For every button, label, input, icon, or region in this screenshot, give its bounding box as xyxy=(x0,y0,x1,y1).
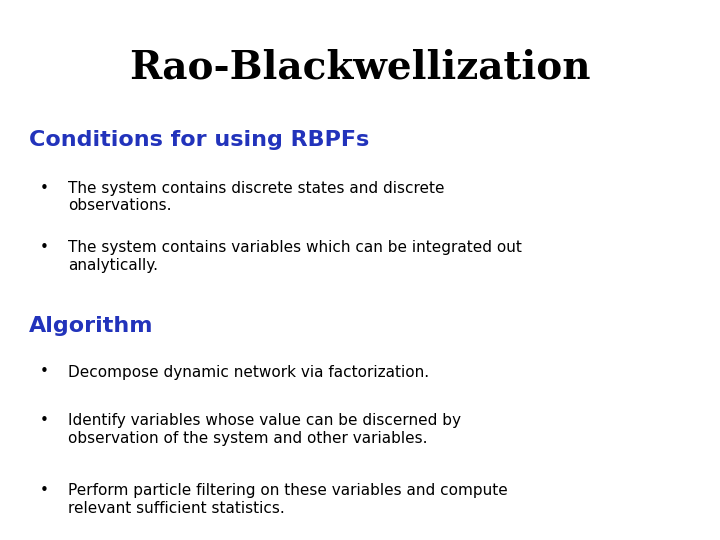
Text: Algorithm: Algorithm xyxy=(29,316,153,336)
Text: •: • xyxy=(40,483,48,498)
Text: Conditions for using RBPFs: Conditions for using RBPFs xyxy=(29,130,369,150)
Text: Perform particle filtering on these variables and compute
relevant sufficient st: Perform particle filtering on these vari… xyxy=(68,483,508,516)
Text: Rao-Blackwellization: Rao-Blackwellization xyxy=(130,49,590,86)
Text: •: • xyxy=(40,240,48,255)
Text: The system contains discrete states and discrete
observations.: The system contains discrete states and … xyxy=(68,181,445,213)
Text: •: • xyxy=(40,181,48,196)
Text: Decompose dynamic network via factorization.: Decompose dynamic network via factorizat… xyxy=(68,364,430,380)
Text: •: • xyxy=(40,364,48,380)
Text: The system contains variables which can be integrated out
analytically.: The system contains variables which can … xyxy=(68,240,522,273)
Text: •: • xyxy=(40,413,48,428)
Text: Identify variables whose value can be discerned by
observation of the system and: Identify variables whose value can be di… xyxy=(68,413,462,446)
